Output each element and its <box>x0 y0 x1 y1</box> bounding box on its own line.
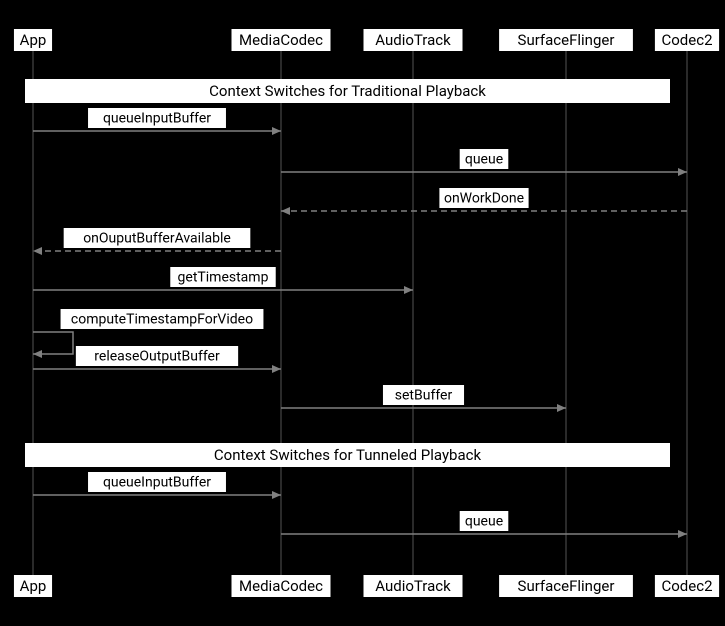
participant-label-app-top: App <box>20 31 47 49</box>
section-label-0: Context Switches for Traditional Playbac… <box>209 82 486 100</box>
message-label-2: onWorkDone <box>444 191 524 207</box>
participant-label-mc-bottom: MediaCodec <box>239 577 323 595</box>
message-arrowhead-9 <box>678 530 687 538</box>
message-arrowhead-5 <box>33 350 42 358</box>
message-arrowhead-1 <box>678 168 687 176</box>
message-arrow-5 <box>33 332 73 354</box>
participant-label-app-bottom: App <box>20 577 47 595</box>
participant-label-c2-bottom: Codec2 <box>661 577 712 595</box>
message-label-3: onOuputBufferAvailable <box>83 231 231 247</box>
message-label-6: releaseOutputBuffer <box>94 349 220 365</box>
message-arrowhead-4 <box>404 286 413 294</box>
message-arrowhead-7 <box>557 404 566 412</box>
message-label-1: queue <box>465 152 503 168</box>
message-arrowhead-8 <box>272 491 281 499</box>
participant-label-mc-top: MediaCodec <box>239 31 323 49</box>
participant-label-sf-bottom: SurfaceFlinger <box>518 577 615 595</box>
message-label-4: getTimestamp <box>178 270 269 286</box>
participant-label-c2-top: Codec2 <box>661 31 712 49</box>
participant-label-at-bottom: AudioTrack <box>375 577 451 595</box>
message-label-5: computeTimestampForVideo <box>71 312 253 328</box>
section-label-1: Context Switches for Tunneled Playback <box>214 446 482 464</box>
message-label-0: queueInputBuffer <box>103 111 211 127</box>
message-arrowhead-0 <box>272 127 281 135</box>
message-arrowhead-2 <box>281 207 290 215</box>
participant-label-at-top: AudioTrack <box>375 31 451 49</box>
message-label-8: queueInputBuffer <box>103 475 211 491</box>
message-label-9: queue <box>465 514 503 530</box>
message-arrowhead-3 <box>33 247 42 255</box>
participant-label-sf-top: SurfaceFlinger <box>518 31 615 49</box>
message-label-7: setBuffer <box>395 388 453 404</box>
message-arrowhead-6 <box>272 365 281 373</box>
